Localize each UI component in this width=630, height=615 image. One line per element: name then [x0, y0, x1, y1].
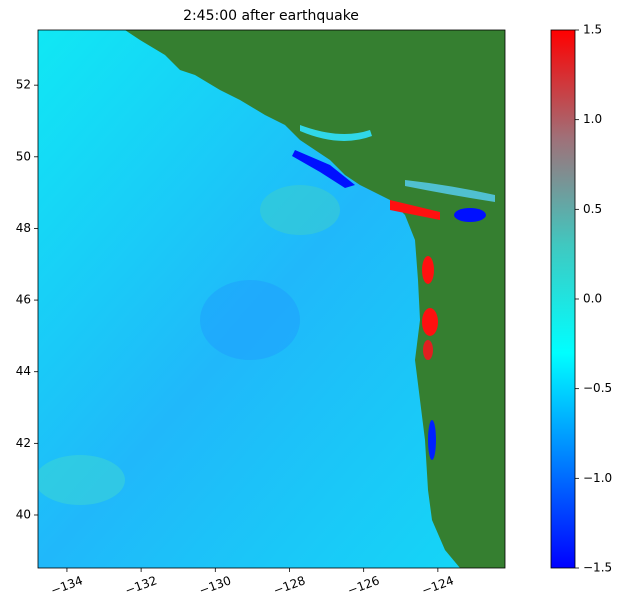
- wave-field: [260, 185, 340, 235]
- anomaly: [423, 340, 433, 360]
- colorbar-tick-label: −1.0: [583, 471, 612, 485]
- x-tick-label: −126: [346, 573, 382, 597]
- anomaly: [422, 256, 434, 284]
- colorbar-tick-label: −0.5: [583, 381, 612, 395]
- x-tick-label: −124: [420, 573, 456, 597]
- anomaly: [454, 208, 486, 222]
- map: [38, 30, 505, 568]
- wave-field: [38, 455, 125, 505]
- wave-field: [200, 280, 300, 360]
- colorbar: [550, 29, 576, 569]
- colorbar-tick-label: 1.5: [583, 23, 602, 37]
- anomaly: [422, 308, 438, 336]
- y-tick-label: 42: [16, 436, 31, 450]
- colorbar-tick-label: 0.5: [583, 202, 602, 216]
- x-tick-label: −132: [123, 573, 159, 597]
- land: [125, 30, 505, 568]
- y-tick-label: 44: [16, 364, 31, 378]
- y-tick-label: 40: [16, 507, 31, 521]
- y-tick-label: 48: [16, 221, 31, 235]
- plot-frame: [37, 29, 506, 569]
- strait: [405, 180, 495, 202]
- x-tick-label: −134: [49, 573, 85, 597]
- anomaly: [428, 420, 436, 460]
- x-tick-label: −130: [197, 573, 233, 597]
- colorbar-tick-label: −1.5: [583, 561, 612, 575]
- x-tick-label: −128: [271, 573, 307, 597]
- y-tick-label: 46: [16, 293, 31, 307]
- y-tick-label: 50: [16, 149, 31, 163]
- y-tick-label: 52: [16, 78, 31, 92]
- anomaly: [390, 200, 440, 220]
- colorbar-tick-label: 1.0: [583, 112, 602, 126]
- strait: [300, 125, 372, 141]
- anomaly: [292, 150, 355, 188]
- chart-title: 2:45:00 after earthquake: [183, 8, 359, 24]
- colorbar-tick-label: 0.0: [583, 292, 602, 306]
